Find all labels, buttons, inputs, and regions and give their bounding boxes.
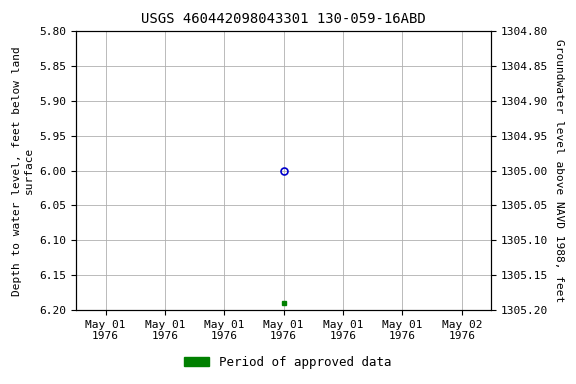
Title: USGS 460442098043301 130-059-16ABD: USGS 460442098043301 130-059-16ABD <box>141 12 426 26</box>
Y-axis label: Groundwater level above NAVD 1988, feet: Groundwater level above NAVD 1988, feet <box>554 39 564 302</box>
Y-axis label: Depth to water level, feet below land
surface: Depth to water level, feet below land su… <box>12 46 33 296</box>
Legend: Period of approved data: Period of approved data <box>179 351 397 374</box>
